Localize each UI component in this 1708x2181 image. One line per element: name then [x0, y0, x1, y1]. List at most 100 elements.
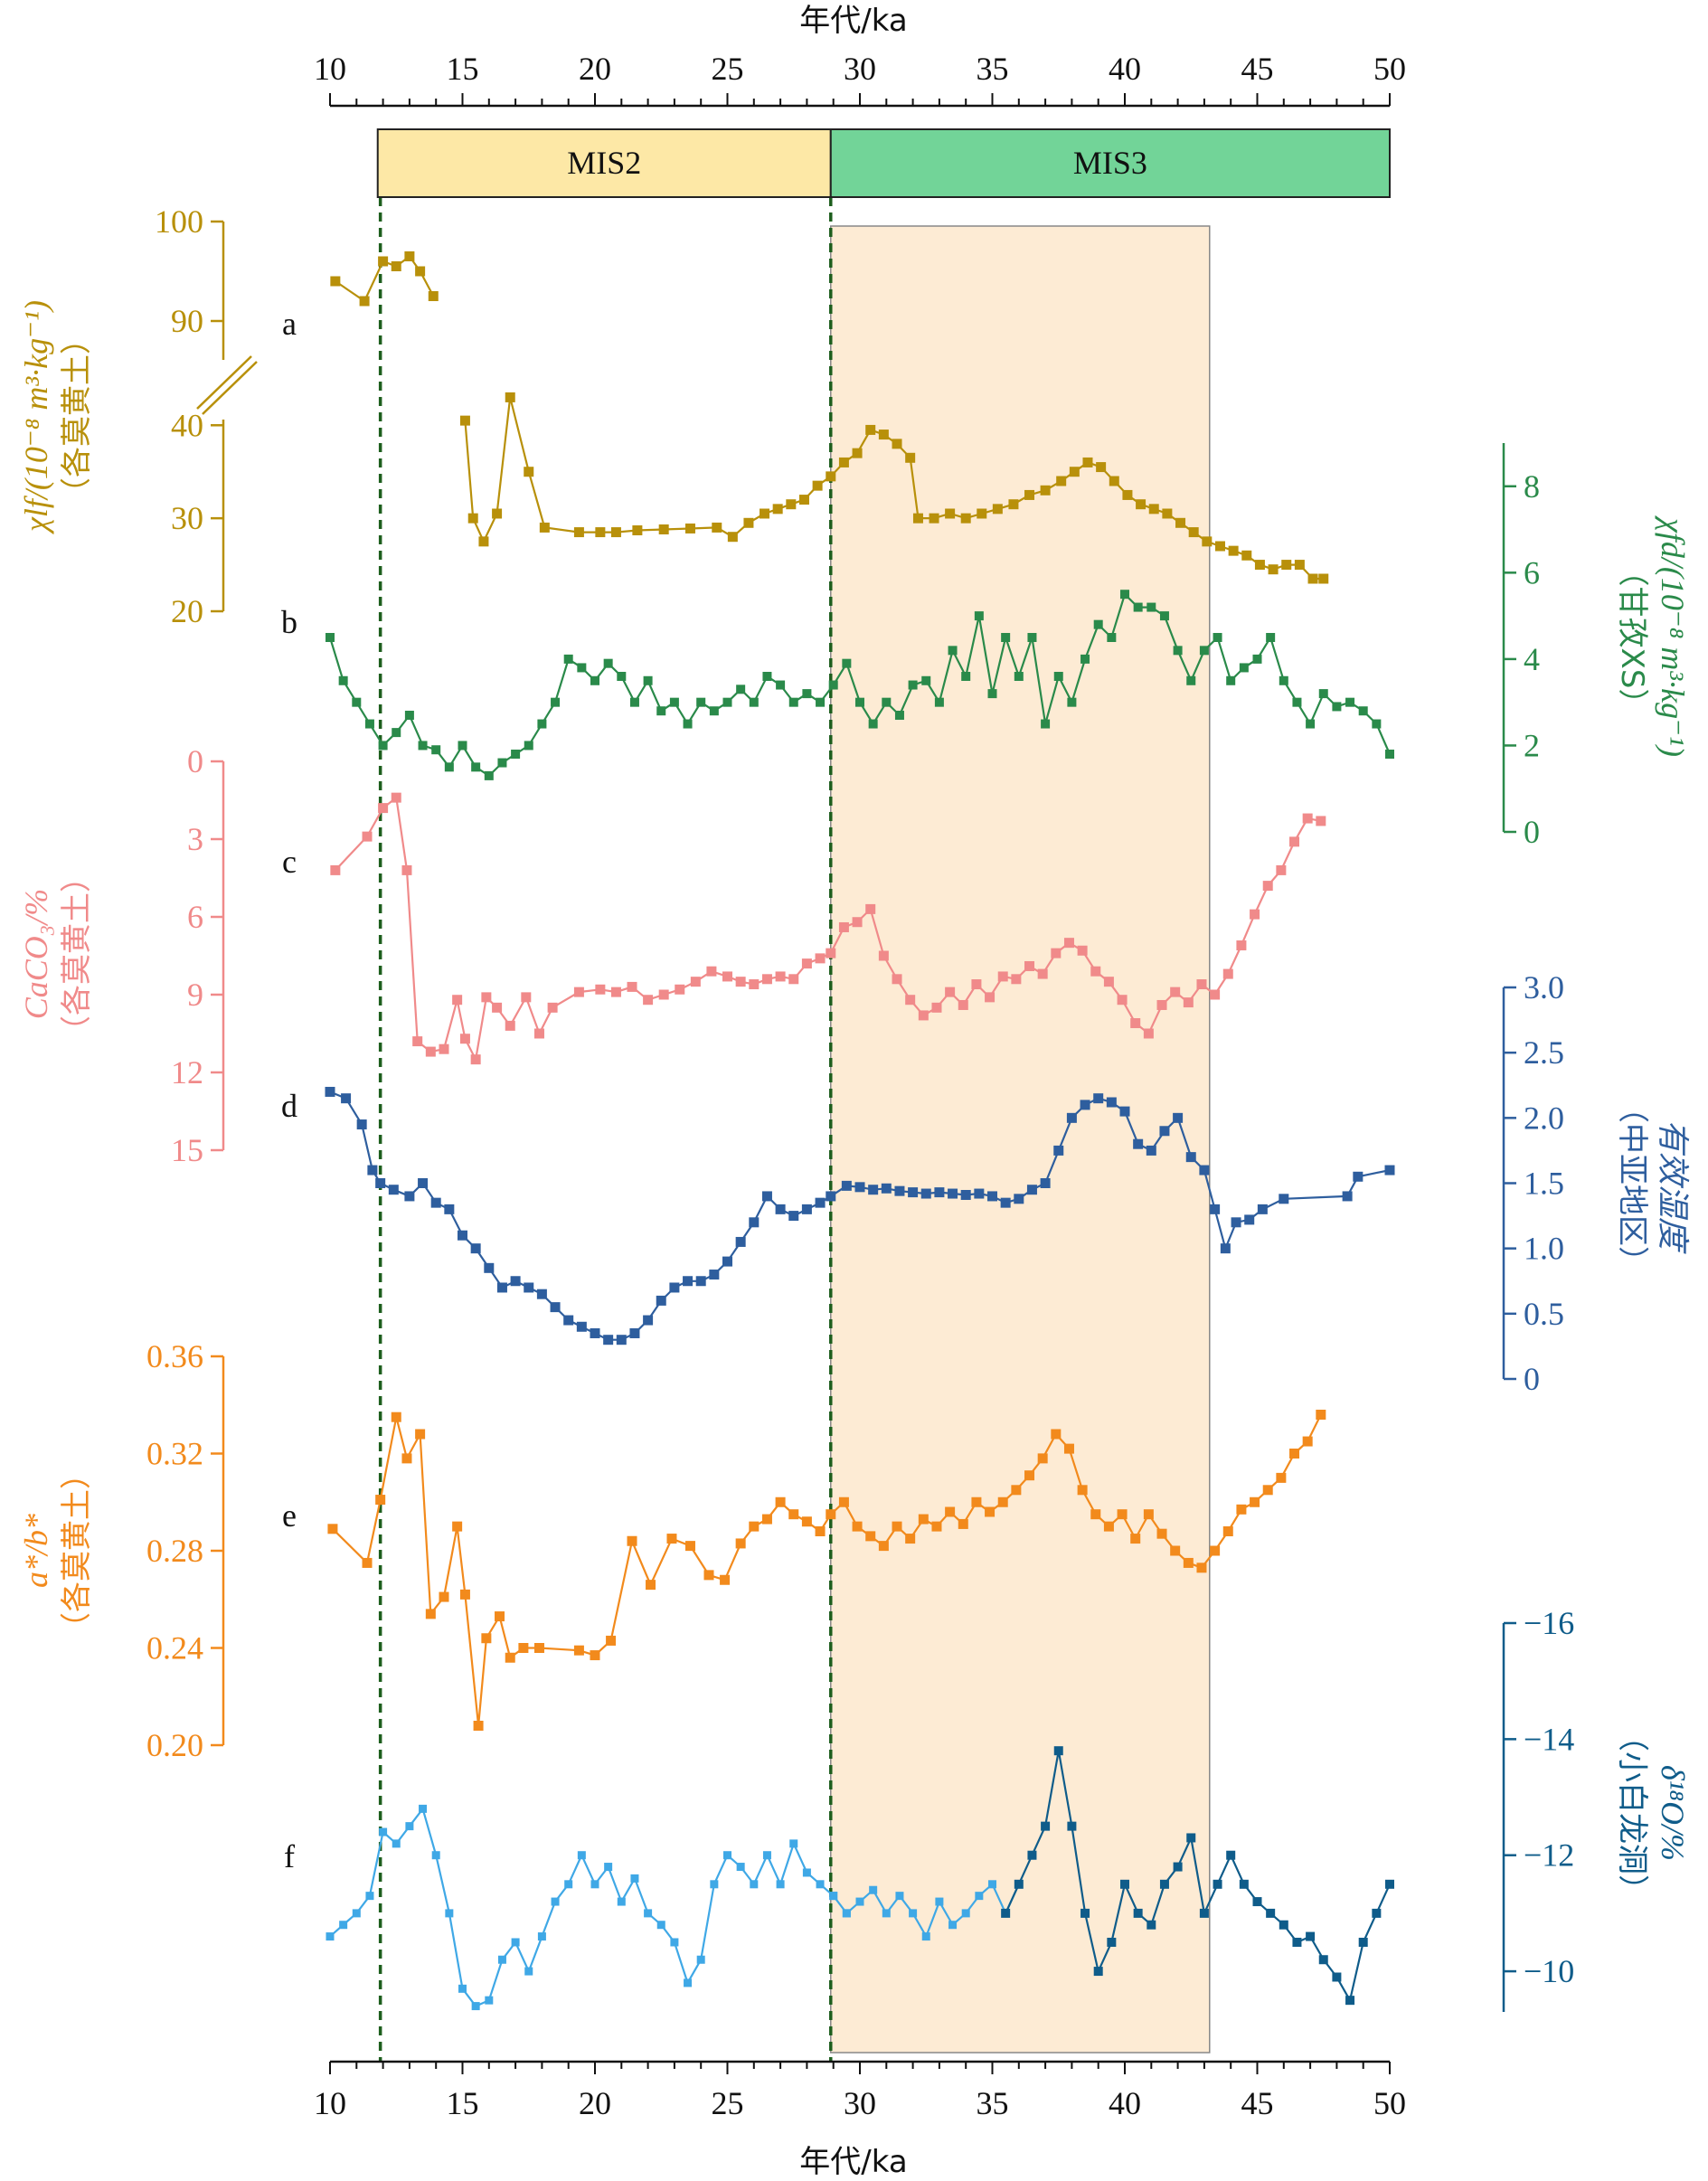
data-point-d — [388, 1185, 399, 1195]
data-point-e — [1103, 1521, 1114, 1532]
data-point-a-lower — [1008, 499, 1019, 510]
data-point-e — [749, 1521, 760, 1532]
data-point-d — [761, 1191, 772, 1202]
data-point-c — [971, 979, 982, 990]
data-point-c — [1289, 836, 1300, 847]
data-point-b — [1306, 719, 1316, 729]
data-point-e — [1156, 1528, 1167, 1539]
data-point-d — [1146, 1145, 1156, 1156]
y-title-a: χlf/(10⁻⁸ m³·kg⁻¹) （各莫黄土） — [18, 300, 95, 534]
data-point-c — [610, 987, 621, 997]
data-point-f-dark — [1372, 1908, 1382, 1918]
data-point-f-light — [577, 1851, 586, 1860]
data-point-f-dark — [1358, 1937, 1368, 1947]
data-point-a-lower — [1136, 499, 1147, 510]
data-point-f-dark — [1279, 1920, 1288, 1930]
y-tick-label-d: 0.5 — [1524, 1296, 1564, 1332]
data-point-d — [1026, 1185, 1037, 1195]
data-point-d — [356, 1119, 367, 1130]
data-point-b — [1133, 602, 1143, 612]
data-point-c — [459, 1034, 470, 1044]
data-point-b — [617, 672, 627, 681]
data-point-b — [471, 762, 481, 772]
data-point-e — [971, 1496, 982, 1507]
data-point-a-upper — [330, 276, 341, 287]
data-point-f-dark — [1133, 1908, 1143, 1918]
top-tick-label: 15 — [447, 51, 479, 87]
data-point-d — [590, 1327, 600, 1338]
data-point-f-light — [524, 1967, 533, 1976]
data-point-a-lower — [1268, 564, 1279, 575]
data-point-a-lower — [1202, 536, 1213, 547]
data-point-c — [1024, 960, 1035, 971]
data-point-f-light — [829, 1892, 838, 1901]
data-point-e — [945, 1506, 956, 1517]
data-point-b — [722, 697, 732, 707]
stage-label-mis3: MIS3 — [1073, 145, 1147, 181]
bottom-tick-label: 45 — [1241, 2085, 1274, 2121]
x-axis-title-bottom: 年代/ka — [799, 2144, 907, 2180]
data-point-b — [908, 680, 918, 690]
data-point-c — [1250, 909, 1260, 920]
data-point-b — [1014, 672, 1024, 681]
data-point-e — [473, 1721, 484, 1731]
data-point-f-dark — [1226, 1850, 1236, 1860]
data-point-f-dark — [1292, 1937, 1302, 1947]
data-point-a-lower — [912, 513, 923, 524]
y-tick-label-e: 0.36 — [146, 1338, 203, 1374]
data-point-b — [868, 719, 878, 729]
y-tick-label-f: −16 — [1524, 1605, 1574, 1641]
data-point-b — [1159, 611, 1169, 621]
y-tick-label-d: 1.0 — [1524, 1231, 1564, 1267]
bottom-tick-label: 15 — [447, 2085, 479, 2121]
y-axis-sublabel-f: （小白龙洞） — [1614, 1721, 1650, 1905]
data-point-b — [577, 663, 587, 673]
panel-letter-e: e — [282, 1497, 297, 1534]
data-point-c — [1011, 974, 1022, 985]
data-point-c — [838, 921, 849, 932]
data-point-f-light — [551, 1897, 560, 1906]
bottom-tick-label: 20 — [579, 2085, 611, 2121]
y-tick-label-e: 0.24 — [146, 1630, 203, 1666]
data-point-b — [1120, 590, 1129, 600]
data-point-e — [865, 1531, 876, 1542]
data-point-d — [444, 1204, 455, 1214]
data-point-f-light — [736, 1863, 745, 1872]
data-point-d — [603, 1335, 614, 1345]
data-point-c — [878, 950, 889, 961]
data-point-a-upper — [359, 296, 370, 307]
data-point-c — [1037, 968, 1048, 979]
data-point-c — [547, 1002, 558, 1013]
data-point-a-lower — [929, 513, 939, 524]
data-point-b — [326, 633, 335, 642]
y-axis-label-a: χlf/(10⁻⁸ m³·kg⁻¹) — [18, 300, 54, 534]
data-point-f-dark — [1318, 1955, 1328, 1965]
data-point-c — [761, 974, 772, 985]
top-tick-label: 25 — [712, 51, 744, 87]
data-point-e — [878, 1541, 889, 1552]
data-point-e — [606, 1635, 617, 1646]
data-point-a-lower — [539, 522, 550, 533]
data-point-b — [683, 719, 693, 729]
data-point-c — [1170, 987, 1181, 997]
data-point-b — [762, 672, 772, 681]
data-point-e — [452, 1521, 463, 1532]
data-point-a-lower — [595, 527, 606, 538]
data-point-d — [404, 1191, 415, 1202]
data-point-d — [470, 1243, 481, 1254]
y-title-f: δ¹⁸O/%（小白龙洞） — [1614, 1721, 1691, 1905]
data-point-a-lower — [772, 504, 783, 515]
data-point-a-lower — [892, 439, 902, 449]
data-point-b — [1186, 675, 1196, 685]
data-point-b — [1358, 706, 1368, 716]
data-point-c — [595, 984, 606, 995]
data-point-c — [1183, 997, 1194, 1008]
data-point-b — [776, 680, 786, 690]
data-point-c — [1302, 813, 1313, 824]
y-tick-label-a: 30 — [171, 500, 203, 536]
data-point-c — [931, 1002, 942, 1013]
y-tick-label-d: 2.5 — [1524, 1034, 1564, 1071]
data-point-e — [533, 1643, 544, 1653]
data-point-a-lower — [812, 480, 823, 491]
data-point-d — [1093, 1093, 1104, 1104]
